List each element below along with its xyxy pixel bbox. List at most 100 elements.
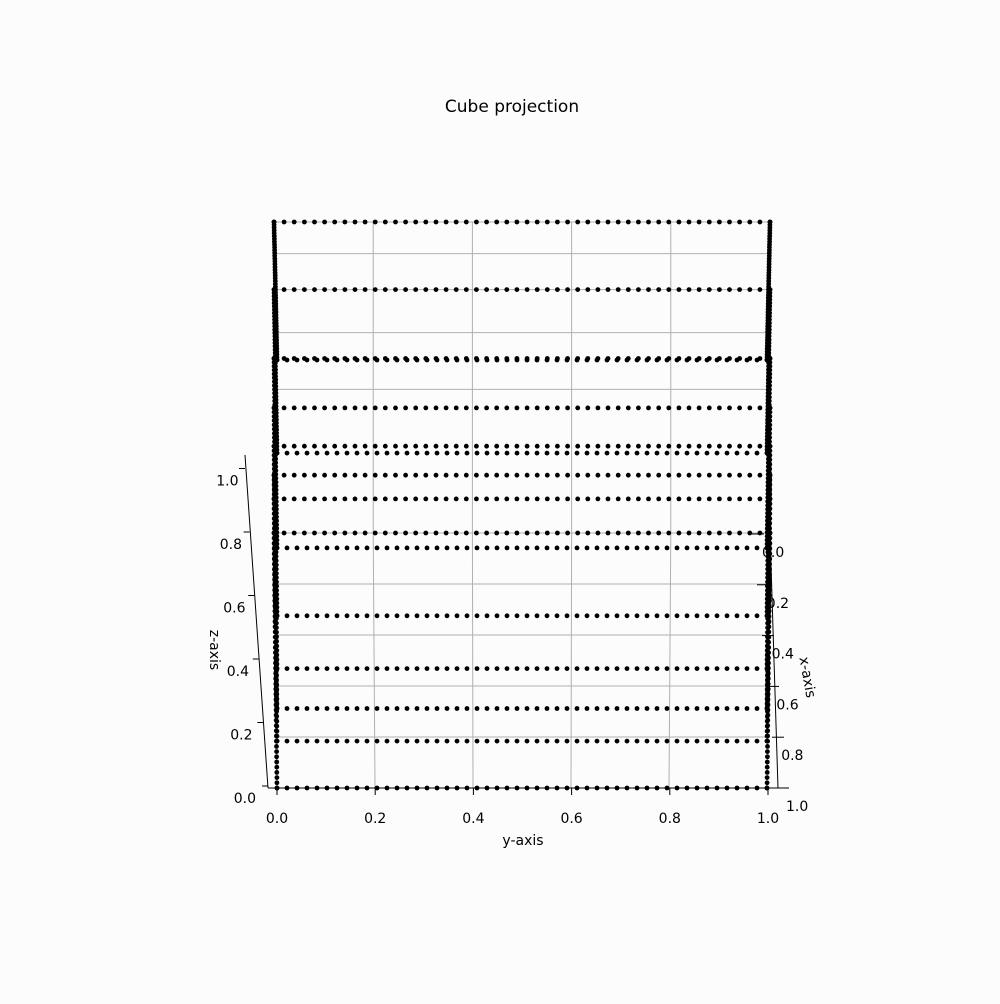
data-point [544,219,550,225]
data-point [766,629,772,635]
data-point [464,706,470,711]
data-point [624,706,630,711]
z-tick-label: 0.8 [220,537,242,553]
data-point [272,619,278,624]
data-point [764,780,770,786]
data-point [271,363,277,369]
data-point [362,219,368,225]
data-point [544,706,550,711]
data-point [384,706,390,711]
data-point [272,567,277,572]
data-point [342,443,348,449]
data-point [504,219,510,225]
data-point [706,530,712,536]
y-tick-label: 0.2 [364,811,386,827]
data-point [674,738,680,744]
data-point [271,541,277,546]
data-point [272,379,277,385]
data-point [534,530,540,536]
data-point [614,706,620,711]
data-point [484,443,489,449]
data-point [273,681,279,687]
data-point [474,530,479,536]
data-point [284,545,290,551]
data-point [463,443,469,449]
data-point [686,472,692,478]
data-point [764,775,770,780]
data-point [302,219,307,225]
data-point [684,738,690,744]
data-point [676,530,682,536]
data-point [767,426,773,432]
data-point [656,443,662,449]
data-point [352,287,358,292]
data-point [354,613,360,619]
data-point [766,634,772,640]
data-point [274,744,279,749]
data-point [272,634,278,640]
data-point [324,450,330,456]
data-point [614,738,620,744]
data-point [575,405,581,411]
data-point [272,577,277,583]
data-point [414,450,420,456]
data-point [504,356,510,361]
data-point [273,707,279,713]
data-point [384,738,390,744]
data-point [544,356,550,361]
data-point [474,496,479,502]
data-point [364,785,370,791]
data-point [384,545,390,551]
data-point [404,545,410,551]
point-layer [271,405,773,619]
data-point [636,530,641,536]
x-axis-label: x-axis [795,656,818,700]
data-point [384,450,390,456]
data-point [454,785,460,791]
data-point [585,472,591,478]
data-point [494,738,500,744]
data-point [424,613,430,619]
data-point [574,738,580,744]
data-point [271,375,277,381]
data-point [764,785,770,791]
data-point [727,356,732,361]
data-point [484,405,489,411]
data-point [767,501,773,507]
data-point [544,405,550,411]
data-point [766,624,772,630]
data-point [463,496,469,502]
data-point [615,496,621,502]
data-point [484,706,490,711]
data-point [271,516,277,522]
data-point [604,450,610,456]
data-point [544,443,550,449]
data-point [332,356,338,361]
data-point [717,356,722,361]
data-point [474,738,480,744]
data-point [765,676,771,682]
data-point [284,613,290,619]
data-point [594,545,600,551]
data-point [444,785,450,791]
data-point [684,785,690,791]
data-point [767,535,773,541]
data-point [747,530,753,536]
data-point [636,219,641,225]
data-point [717,443,722,449]
z-tick-label: 1.0 [216,474,238,490]
data-point [352,472,358,478]
data-point [423,219,429,225]
data-point [294,666,300,671]
data-point [352,443,358,449]
data-point [494,405,500,411]
data-point [544,785,550,791]
data-point [534,287,540,292]
data-point [433,443,439,449]
data-point [706,219,712,225]
data-point [271,496,277,502]
data-point [706,443,712,449]
data-point [272,343,278,349]
data-point [291,287,297,292]
data-point [403,356,408,361]
